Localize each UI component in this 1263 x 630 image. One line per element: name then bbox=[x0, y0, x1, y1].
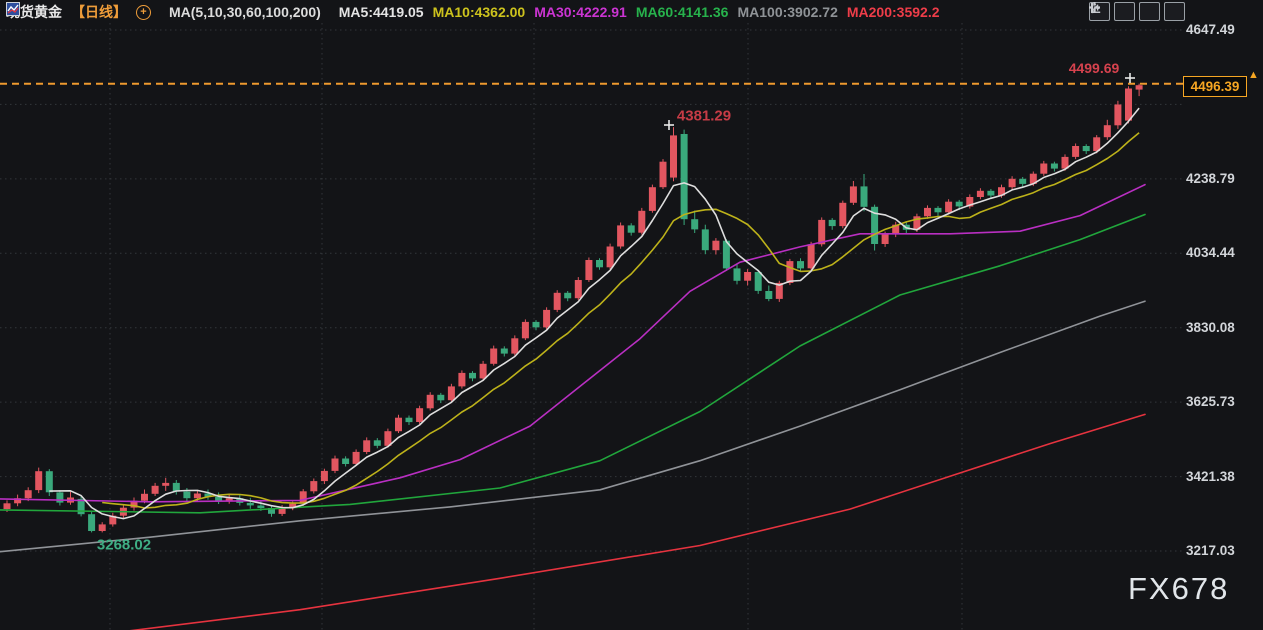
ma-value-label: MA30:4222.91 bbox=[534, 4, 627, 20]
axis-price-label: 3421.38 bbox=[1186, 469, 1235, 484]
ma-values: MA5:4419.05 MA10:4362.00 MA30:4222.91 MA60:… bbox=[330, 4, 940, 20]
peak-price-annotation: 4381.29 bbox=[676, 107, 732, 125]
watermark: FX678 bbox=[1128, 571, 1230, 606]
ma-value-label: MA60:4141.36 bbox=[635, 4, 729, 20]
axis-price-label: 4647.49 bbox=[1186, 22, 1235, 37]
ma-value-label: MA100:3902.72 bbox=[737, 4, 838, 20]
y-axis-scale-icon[interactable] bbox=[1090, 2, 1135, 21]
chart-header: 现货黄金 【日线】 + MA(5,10,30,60,100,200) MA5:4… bbox=[6, 2, 940, 22]
axis-price-label: 4034.44 bbox=[1186, 245, 1235, 260]
jump-to-latest-icon[interactable] bbox=[1091, 2, 1185, 21]
axis-price-label: 4238.79 bbox=[1186, 171, 1235, 186]
ma-value-label: MA5:4419.05 bbox=[338, 4, 424, 20]
alert-price-label: 4499.69 bbox=[1068, 60, 1120, 76]
low-price-annotation: 3268.02 bbox=[96, 536, 152, 554]
symbol-title: 现货黄金 bbox=[6, 4, 62, 20]
alert-arrow-icon: ▲ bbox=[1248, 69, 1259, 81]
axis-price-label: 3217.03 bbox=[1186, 543, 1235, 558]
x-axis-scale-icon[interactable] bbox=[1090, 2, 1160, 21]
axis-price-label: 3830.08 bbox=[1186, 320, 1235, 335]
last-price-value: 4496.39 bbox=[1190, 79, 1240, 94]
last-price-badge: 4496.39 bbox=[1183, 76, 1247, 97]
chart-toolbar bbox=[1089, 2, 1185, 21]
ma-value-label: MA200:3592.2 bbox=[846, 4, 940, 20]
ma-settings-label[interactable]: MA(5,10,30,60,100,200) bbox=[169, 4, 321, 20]
add-indicator-icon[interactable]: + bbox=[136, 4, 151, 20]
ma-value-label: MA10:4362.00 bbox=[432, 4, 526, 20]
period-selector[interactable]: 【日线】 bbox=[71, 4, 127, 20]
axis-price-label: 3625.73 bbox=[1186, 394, 1235, 409]
